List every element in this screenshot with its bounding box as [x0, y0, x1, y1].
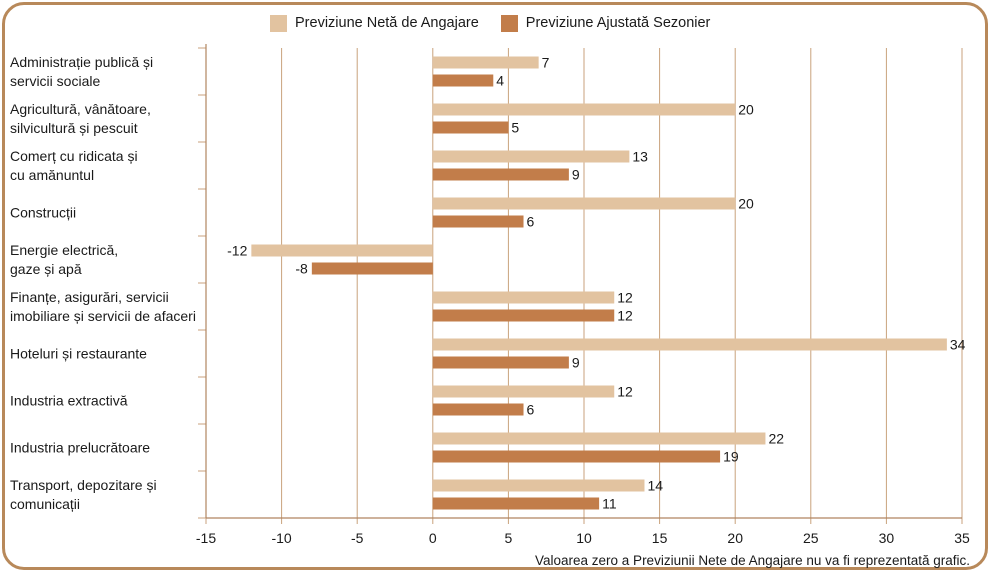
category-label: Administrație publică și servicii sociale	[10, 54, 153, 89]
chart-note: Valoarea zero a Previziunii Nete de Anga…	[535, 553, 970, 568]
category-label: Comerț cu ridicata și cu amănuntul	[10, 148, 138, 183]
bar-net	[432, 479, 645, 492]
bar-adjusted	[432, 356, 569, 369]
bar-net	[432, 385, 615, 398]
x-tick-label: 30	[879, 530, 895, 546]
category-label-line: Industria prelucrătoare	[10, 440, 150, 456]
bar-adjusted	[432, 403, 524, 416]
legend-swatch-net	[270, 14, 287, 32]
bar-adjusted	[432, 309, 615, 322]
bar-net	[432, 56, 539, 69]
category-label-line: Finanțe, asigurări, servicii	[10, 289, 169, 305]
legend: Previziune Netă de Angajare Previziune A…	[270, 12, 732, 34]
value-label-net: -12	[227, 243, 247, 259]
value-label-adjusted: 4	[496, 73, 504, 89]
value-label-adjusted: 9	[572, 355, 580, 371]
category-label-line: silvicultură și pescuit	[10, 120, 138, 136]
bar-adjusted	[432, 168, 569, 181]
bar-adjusted	[432, 121, 509, 134]
legend-item-adjusted: Previziune Ajustată Sezonier	[500, 14, 711, 32]
category-label-line: cu amănuntul	[10, 167, 94, 183]
bar-net	[432, 291, 615, 304]
value-label-net: 14	[647, 478, 663, 494]
value-label-adjusted: 19	[723, 449, 739, 465]
category-label-line: Transport, depozitare și	[10, 477, 157, 493]
category-label-line: Administrație publică și	[10, 54, 153, 70]
category-label-line: Comerț cu ridicata și	[10, 148, 138, 164]
category-label-line: Industria extractivă	[10, 393, 128, 409]
category-label: Construcții	[10, 205, 76, 221]
bar-adjusted	[432, 450, 721, 463]
bar-net	[432, 197, 736, 210]
x-tick-label: -15	[196, 530, 216, 546]
value-label-adjusted: 5	[511, 120, 519, 136]
category-label-line: Hoteluri și restaurante	[10, 346, 147, 362]
category-label: Energie electrică, gaze și apă	[10, 242, 118, 277]
category-label: Transport, depozitare și comunicații	[10, 477, 157, 512]
x-tick-label: 15	[652, 530, 668, 546]
category-label-line: comunicații	[10, 496, 80, 512]
bar-adjusted	[432, 74, 494, 87]
x-tick-label: 5	[505, 530, 513, 546]
x-tick-label: 20	[727, 530, 743, 546]
legend-label-net: Previziune Netă de Angajare	[295, 15, 479, 31]
category-label-line: servicii sociale	[10, 73, 100, 89]
category-label: Industria prelucrătoare	[10, 440, 150, 456]
value-label-net: 20	[738, 196, 754, 212]
x-axis: -15 -10 -5 0 5 10 15 20 25 30 35	[196, 44, 970, 546]
x-tick-label: 0	[429, 530, 437, 546]
x-tick-label: -5	[351, 530, 364, 546]
bar-net	[432, 432, 766, 445]
value-label-net: 22	[768, 431, 784, 447]
value-label-adjusted: 6	[527, 402, 535, 418]
category-labels: Administrație publică și servicii sociale…	[10, 54, 196, 512]
category-label: Industria extractivă	[10, 393, 128, 409]
x-tick-label: 35	[954, 530, 970, 546]
x-tick-label: 10	[576, 530, 592, 546]
bar-adjusted	[432, 215, 524, 228]
value-label-net: 34	[950, 337, 966, 353]
bar-net	[251, 244, 433, 257]
bar-adjusted	[311, 262, 433, 275]
chart-frame	[2, 2, 988, 570]
value-label-adjusted: -8	[295, 261, 308, 277]
bar-net	[432, 150, 630, 163]
x-tick-label: -10	[271, 530, 291, 546]
category-label-line: Energie electrică,	[10, 242, 118, 258]
bar-net	[432, 338, 947, 351]
value-label-adjusted: 11	[602, 496, 617, 512]
x-tick-label: 25	[803, 530, 819, 546]
legend-item-net: Previziune Netă de Angajare	[270, 14, 479, 32]
value-label-net: 7	[542, 55, 550, 71]
value-label-net: 12	[617, 384, 633, 400]
bars	[251, 56, 947, 510]
bar-net	[432, 103, 736, 116]
value-label-net: 12	[617, 290, 633, 306]
value-label-net: 13	[632, 149, 648, 165]
value-label-adjusted: 12	[617, 308, 633, 324]
category-label-line: imobiliare și servicii de afaceri	[10, 308, 196, 324]
bar-adjusted	[432, 497, 600, 510]
category-label-line: Agricultură, vânătoare,	[10, 101, 151, 117]
value-label-adjusted: 6	[527, 214, 535, 230]
value-labels: 7 4 20 5 13 9 20 6 -12 -8 12 12 34 9 12 6 22 19 14 11	[227, 55, 966, 512]
legend-swatch-adjusted	[500, 14, 518, 32]
category-label: Finanțe, asigurări, servicii imobiliare ș…	[10, 289, 196, 324]
category-label-line: Construcții	[10, 205, 76, 221]
category-label: Agricultură, vânătoare, silvicultură și p…	[10, 101, 151, 136]
legend-label-adjusted: Previziune Ajustată Sezonier	[525, 15, 711, 31]
category-label-line: gaze și apă	[10, 261, 82, 277]
value-label-adjusted: 9	[572, 167, 580, 183]
value-label-net: 20	[738, 102, 754, 118]
category-label: Hoteluri și restaurante	[10, 346, 147, 362]
